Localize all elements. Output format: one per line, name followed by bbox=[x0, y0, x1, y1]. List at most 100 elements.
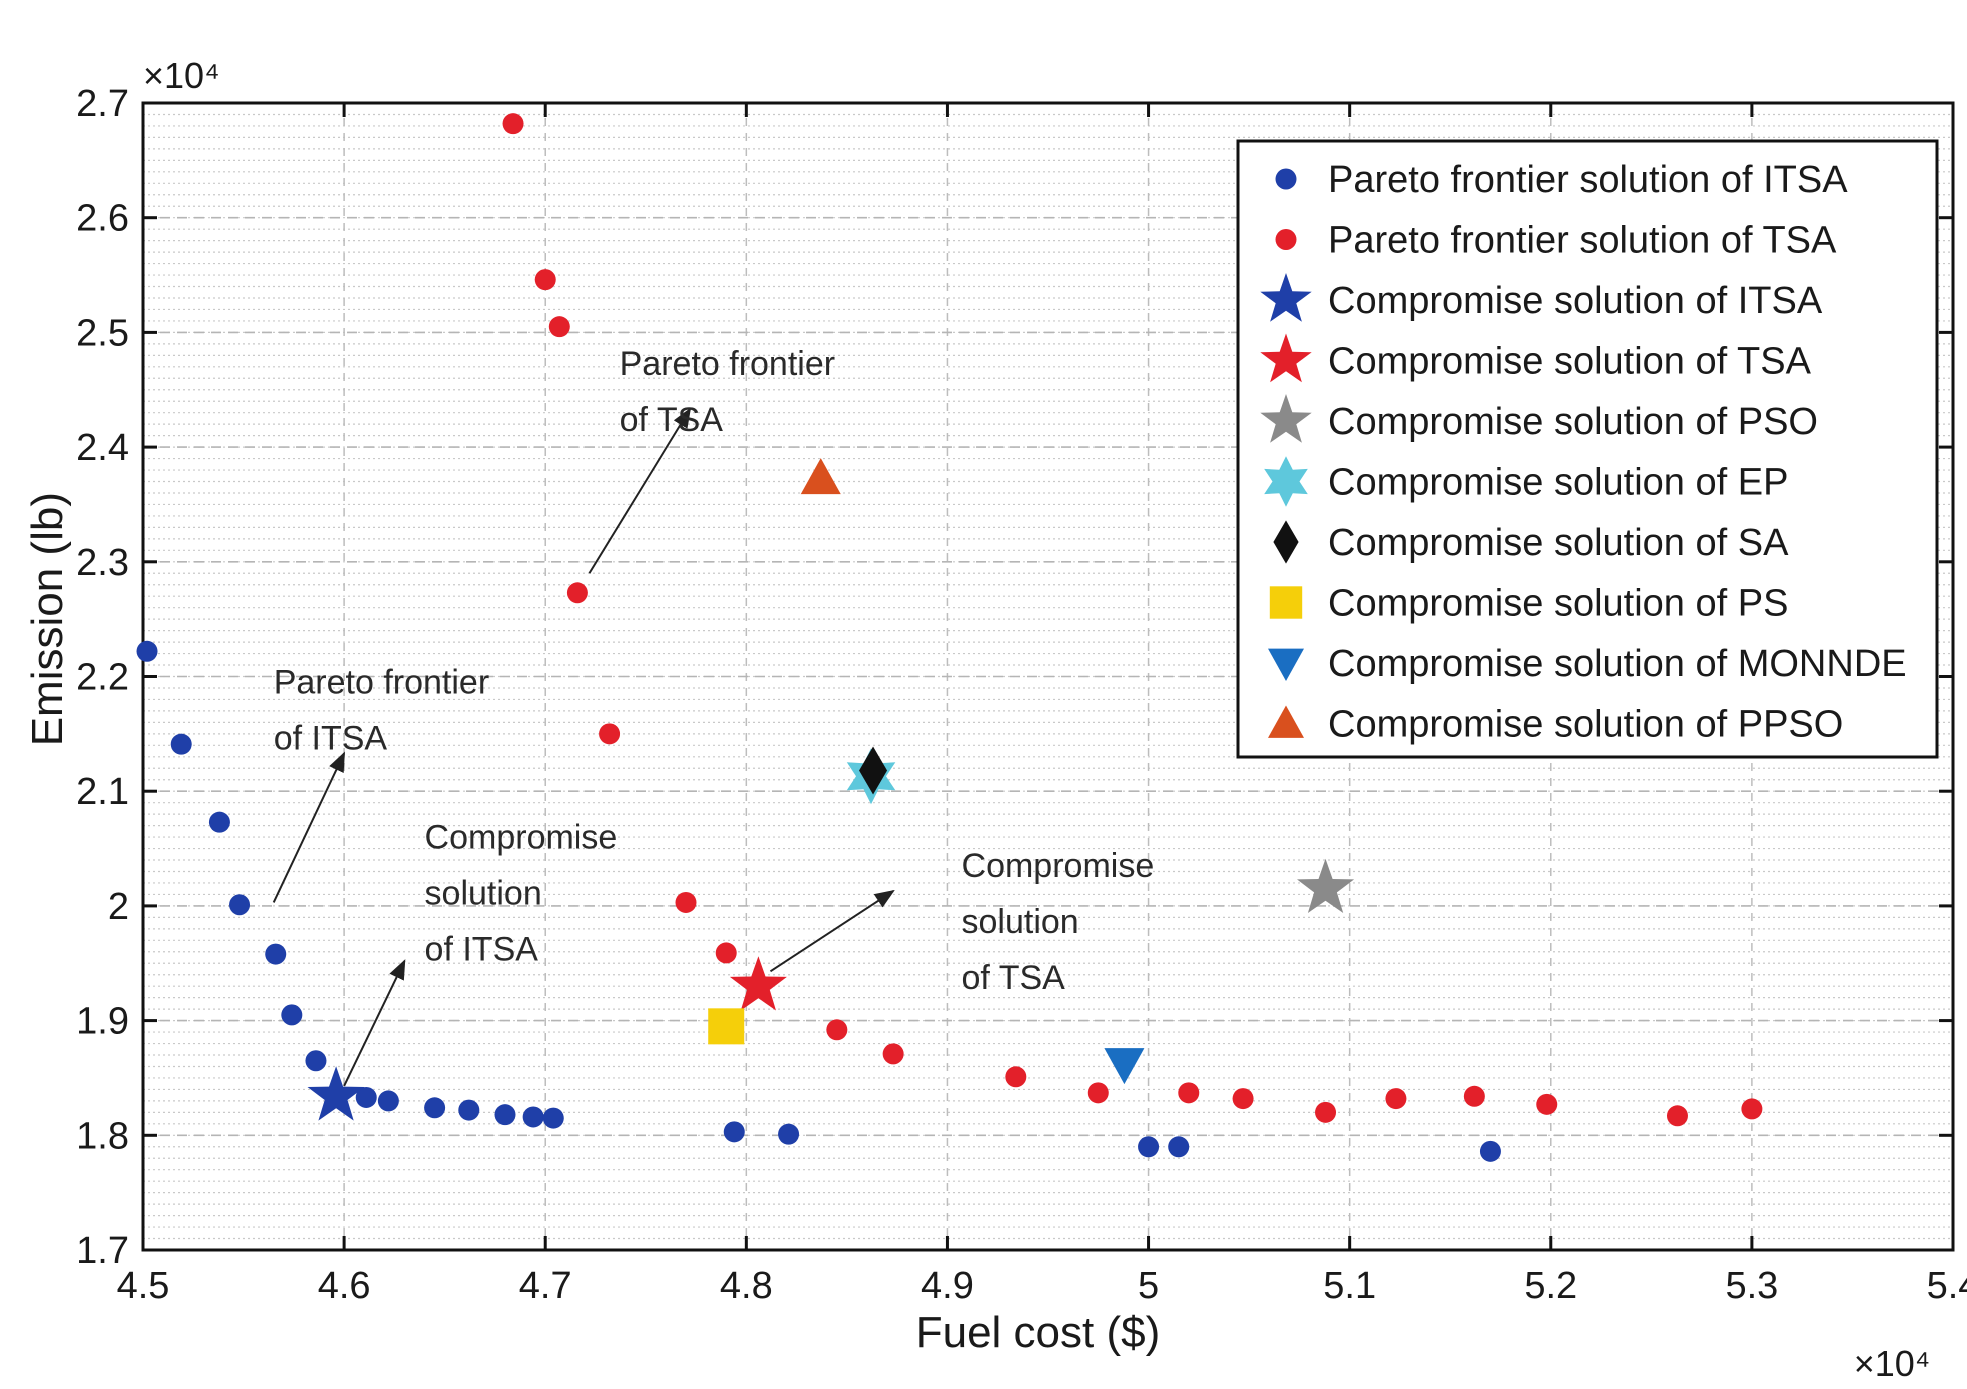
point-pareto-frontier-solution-of-tsa bbox=[1741, 1098, 1763, 1120]
legend-label: Pareto frontier solution of ITSA bbox=[1328, 159, 1848, 201]
data-points bbox=[136, 113, 1763, 1162]
x-tick-label: 4.7 bbox=[519, 1265, 572, 1307]
y-tick-label: 1.7 bbox=[76, 1230, 129, 1272]
x-axis-label: Fuel cost ($) bbox=[916, 1308, 1161, 1357]
x-tick-label: 5.3 bbox=[1725, 1265, 1778, 1307]
point-compromise-solution-of-tsa bbox=[729, 956, 787, 1011]
point-pareto-frontier-solution-of-itsa bbox=[265, 943, 287, 965]
y-tick-label: 2.1 bbox=[76, 771, 129, 813]
point-pareto-frontier-solution-of-tsa bbox=[1385, 1088, 1407, 1110]
y-tick-label: 1.9 bbox=[76, 1001, 129, 1043]
annotation-text: solution bbox=[962, 903, 1079, 941]
point-compromise-solution-of-sa bbox=[859, 746, 888, 795]
point-pareto-frontier-solution-of-itsa bbox=[522, 1106, 544, 1128]
point-pareto-frontier-solution-of-tsa bbox=[1463, 1085, 1485, 1107]
legend-marker bbox=[1275, 229, 1297, 250]
x-tick-label: 5.1 bbox=[1323, 1265, 1376, 1307]
point-pareto-frontier-solution-of-tsa bbox=[534, 269, 556, 291]
point-pareto-frontier-solution-of-tsa bbox=[548, 316, 570, 338]
point-pareto-frontier-solution-of-itsa bbox=[1138, 1136, 1160, 1158]
legend-marker bbox=[1264, 456, 1308, 507]
legend-box bbox=[1236, 139, 1939, 759]
y-tick-label: 2.3 bbox=[76, 542, 129, 584]
axis-ticks bbox=[141, 101, 1955, 1252]
y-axis-multiplier: ×10⁴ bbox=[143, 55, 220, 96]
point-pareto-frontier-solution-of-tsa bbox=[882, 1043, 904, 1065]
y-tick-label: 2.6 bbox=[76, 198, 129, 240]
legend-marker bbox=[1268, 705, 1304, 738]
legend-label: Compromise solution of PPSO bbox=[1328, 704, 1843, 746]
annotation-arrow bbox=[343, 959, 406, 1087]
point-pareto-frontier-solution-of-tsa bbox=[1536, 1093, 1558, 1115]
point-pareto-frontier-solution-of-itsa bbox=[494, 1104, 516, 1126]
legend-marker bbox=[1260, 273, 1312, 322]
x-tick-label: 4.5 bbox=[117, 1265, 170, 1307]
annotation-arrow bbox=[588, 407, 692, 574]
legend-label: Compromise solution of EP bbox=[1328, 462, 1788, 504]
point-compromise-solution-of-pso bbox=[1297, 858, 1355, 913]
y-tick-label: 1.8 bbox=[76, 1115, 129, 1157]
point-pareto-frontier-solution-of-tsa bbox=[1666, 1105, 1688, 1127]
x-tick-label: 4.8 bbox=[720, 1265, 773, 1307]
annotation-text: of ITSA bbox=[274, 720, 388, 758]
legend: Pareto frontier solution of ITSA Pareto f… bbox=[1236, 139, 1939, 759]
legend-marker bbox=[1268, 648, 1304, 681]
point-pareto-frontier-solution-of-itsa bbox=[723, 1121, 745, 1143]
point-pareto-frontier-solution-of-itsa bbox=[1168, 1136, 1190, 1158]
point-pareto-frontier-solution-of-itsa bbox=[458, 1099, 480, 1121]
legend-marker bbox=[1273, 520, 1299, 564]
annotation-text: Compromise bbox=[425, 819, 618, 857]
point-compromise-solution-of-ps bbox=[708, 1008, 745, 1045]
annotations: Pareto frontier of TSA Pareto frontier of I… bbox=[272, 345, 1154, 1087]
point-pareto-frontier-solution-of-tsa bbox=[675, 891, 697, 913]
legend-label: Compromise solution of SA bbox=[1328, 522, 1789, 564]
y-tick-label: 2.4 bbox=[76, 427, 129, 469]
annotation-text: of ITSA bbox=[425, 931, 539, 969]
annotation-text: of TSA bbox=[620, 401, 724, 439]
legend-label: Pareto frontier solution of TSA bbox=[1328, 220, 1837, 262]
x-tick-label: 5.2 bbox=[1524, 1265, 1577, 1307]
point-pareto-frontier-solution-of-itsa bbox=[229, 894, 251, 916]
point-pareto-frontier-solution-of-itsa bbox=[377, 1090, 399, 1112]
legend-marker bbox=[1260, 333, 1312, 383]
point-pareto-frontier-solution-of-tsa bbox=[1315, 1101, 1337, 1123]
x-tick-label: 5.4 bbox=[1927, 1265, 1967, 1307]
point-pareto-frontier-solution-of-itsa bbox=[136, 640, 158, 662]
point-pareto-frontier-solution-of-tsa bbox=[715, 942, 737, 964]
point-pareto-frontier-solution-of-tsa bbox=[1005, 1066, 1027, 1088]
point-compromise-solution-of-monnde bbox=[1104, 1048, 1145, 1085]
y-tick-label: 2.7 bbox=[76, 83, 129, 125]
y-tick-labels: 1.7 1.8 1.9 2 2.1 2.2 2.3 2.4 2.5 2.6 2.7 bbox=[76, 83, 129, 1272]
point-pareto-frontier-solution-of-itsa bbox=[305, 1050, 327, 1072]
legend-marker bbox=[1269, 586, 1303, 619]
x-tick-labels: 4.5 4.6 4.7 4.8 4.9 5 5.1 5.2 5.3 5.4 bbox=[117, 1265, 1967, 1307]
point-pareto-frontier-solution-of-tsa bbox=[1178, 1082, 1200, 1104]
point-pareto-frontier-solution-of-tsa bbox=[1087, 1082, 1109, 1104]
annotation-arrow bbox=[272, 751, 346, 903]
x-tick-label: 4.6 bbox=[318, 1265, 371, 1307]
point-pareto-frontier-solution-of-tsa bbox=[599, 723, 621, 745]
legend-label: Compromise solution of MONNDE bbox=[1328, 643, 1907, 685]
legend-label: Compromise solution of PS bbox=[1328, 583, 1788, 625]
y-tick-label: 2.5 bbox=[76, 312, 129, 354]
point-pareto-frontier-solution-of-tsa bbox=[1232, 1088, 1254, 1110]
x-tick-label: 5 bbox=[1138, 1265, 1159, 1307]
point-pareto-frontier-solution-of-itsa bbox=[355, 1086, 377, 1108]
y-tick-label: 2.2 bbox=[76, 657, 129, 699]
annotation-text: Pareto frontier bbox=[620, 345, 835, 383]
point-pareto-frontier-solution-of-tsa bbox=[502, 113, 524, 135]
point-pareto-frontier-solution-of-itsa bbox=[281, 1004, 303, 1026]
legend-label: Compromise solution of TSA bbox=[1328, 341, 1812, 383]
annotation-text: solution bbox=[425, 875, 542, 913]
point-compromise-solution-of-ppso bbox=[800, 458, 841, 495]
point-pareto-frontier-solution-of-itsa bbox=[170, 733, 192, 755]
legend-label: Compromise solution of PSO bbox=[1328, 401, 1818, 443]
legend-marker bbox=[1275, 168, 1297, 190]
annotation-text: of TSA bbox=[962, 959, 1066, 997]
legend-marker bbox=[1260, 394, 1312, 443]
annotation-text: Pareto frontier bbox=[274, 664, 489, 702]
legend-label: Compromise solution of ITSA bbox=[1328, 280, 1823, 322]
point-pareto-frontier-solution-of-itsa bbox=[778, 1123, 800, 1145]
point-pareto-frontier-solution-of-itsa bbox=[542, 1107, 564, 1129]
